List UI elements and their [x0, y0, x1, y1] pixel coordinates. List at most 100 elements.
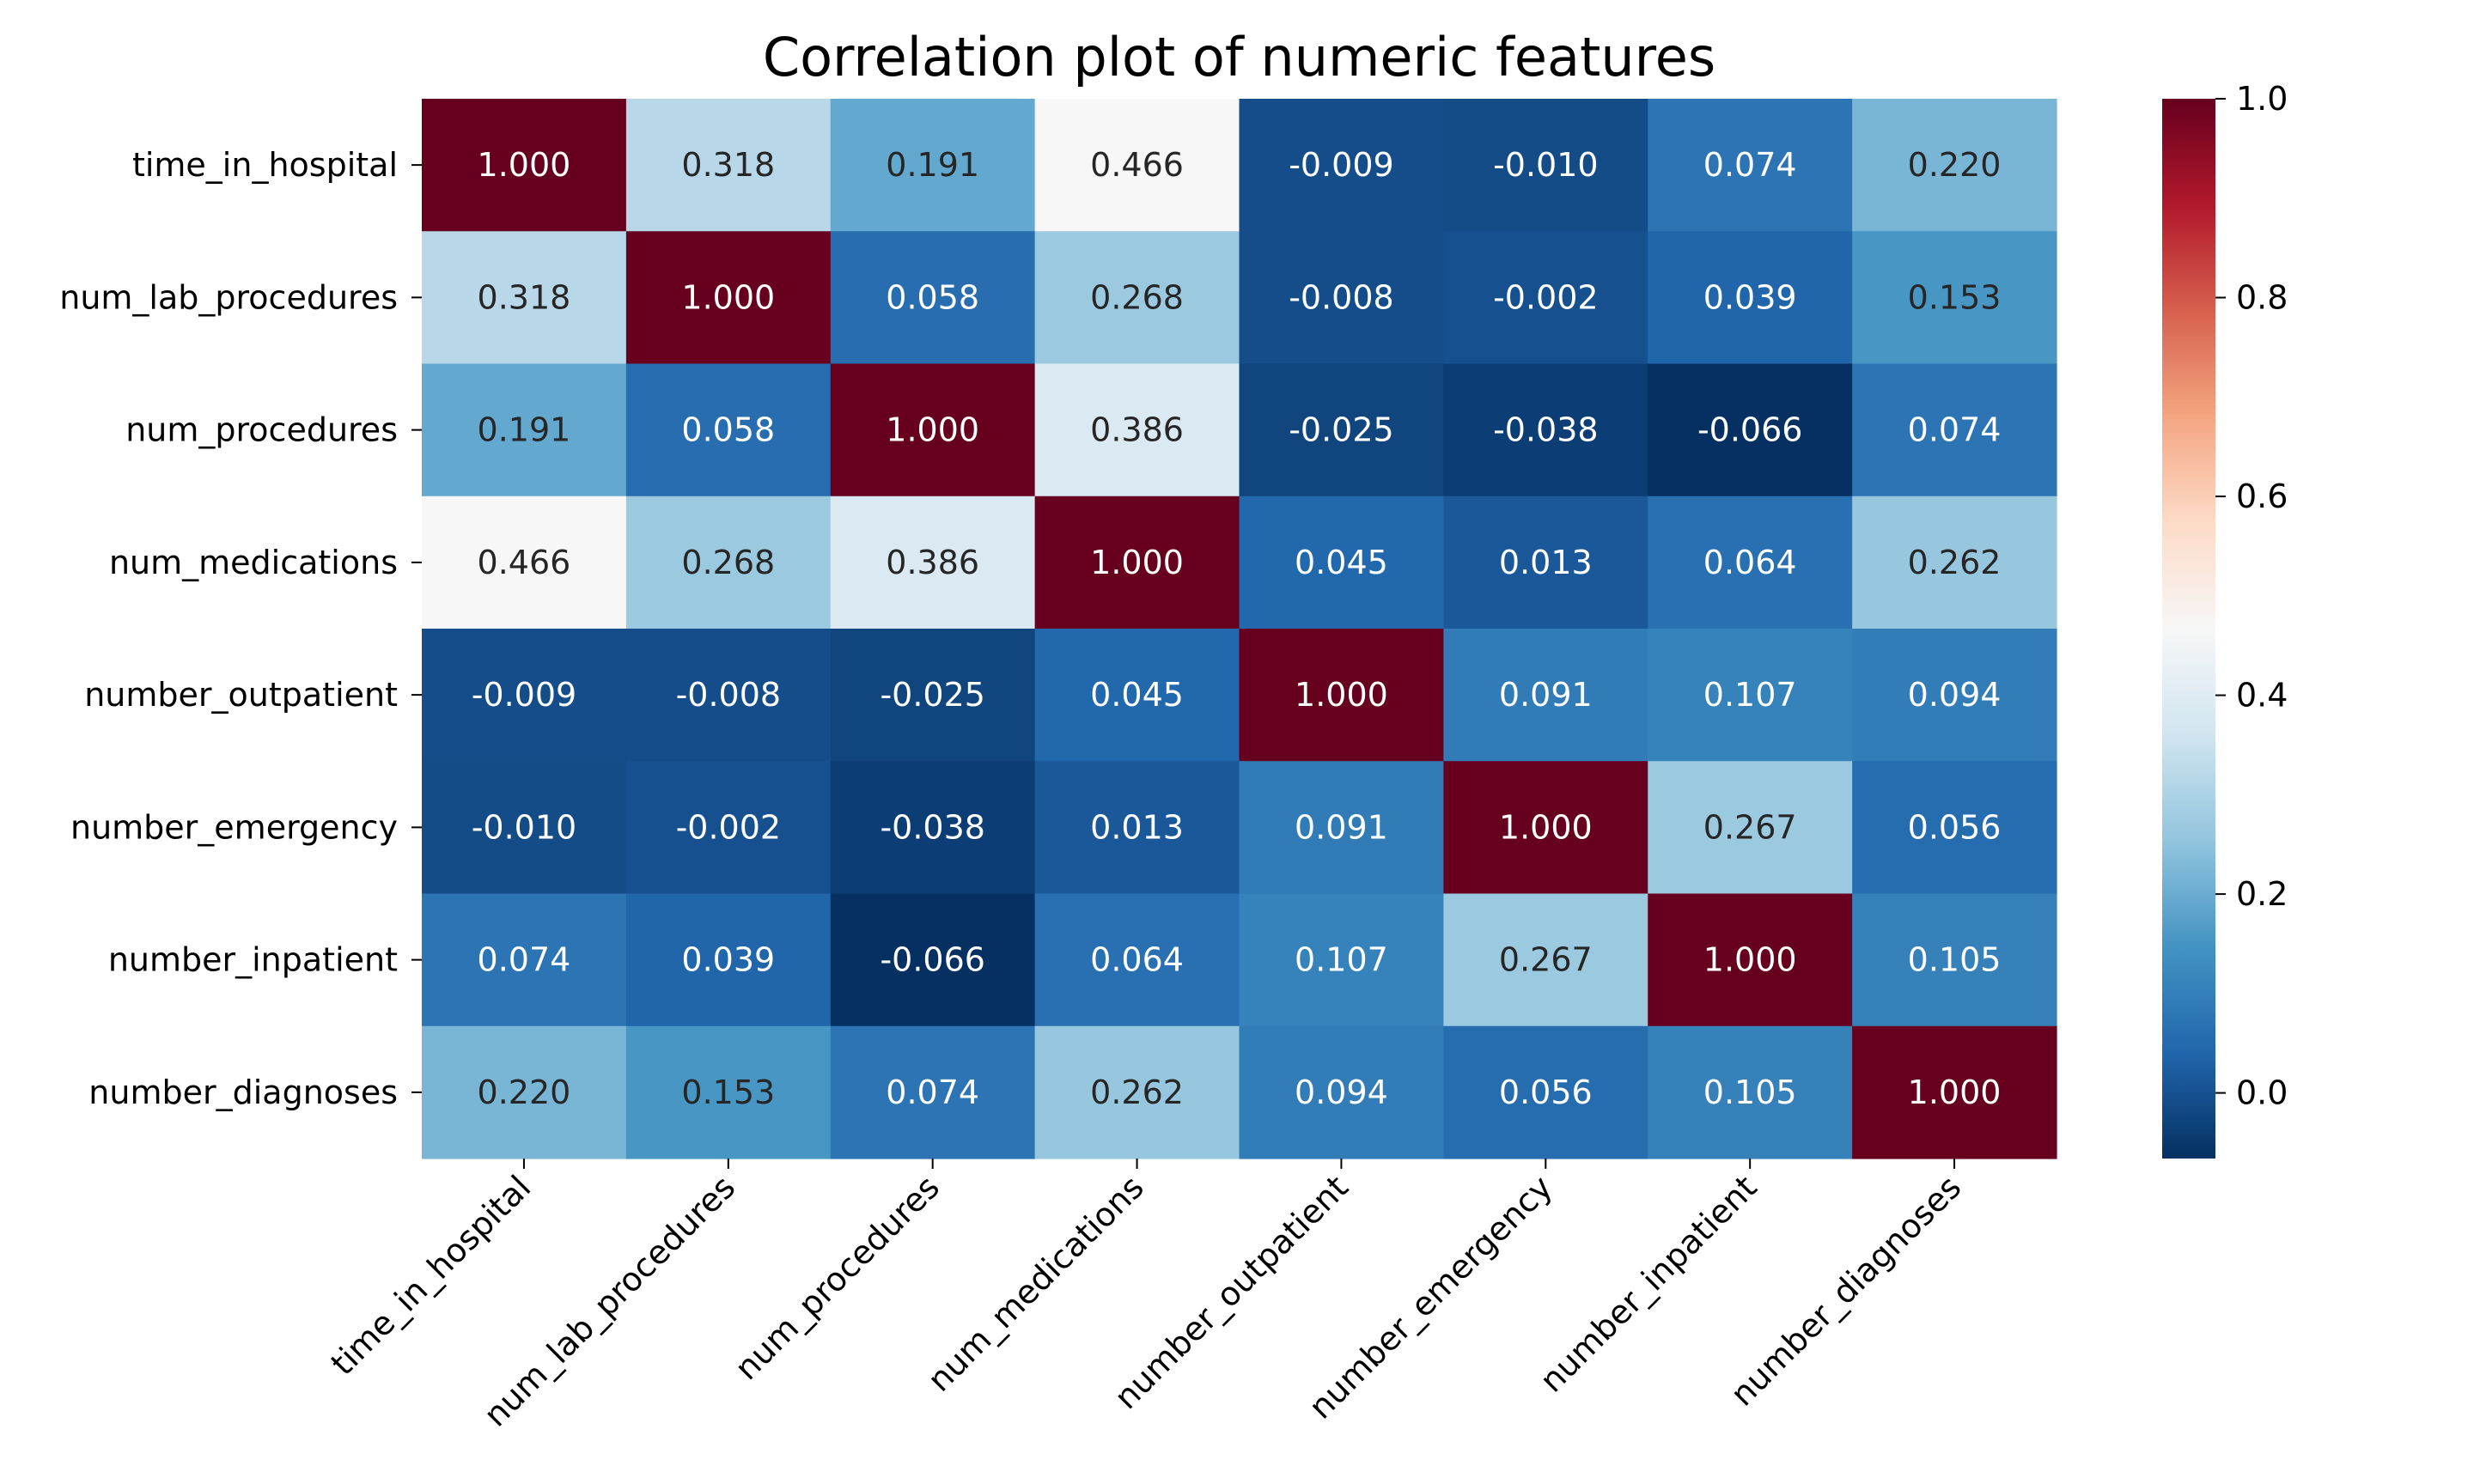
x-tick-label: time_in_hospital — [324, 1168, 539, 1383]
cell-value-label: -0.008 — [676, 676, 782, 714]
y-tick-label: num_lab_procedures — [59, 278, 398, 316]
x-tick-label: number_inpatient — [1533, 1168, 1764, 1400]
heatmap-cell — [625, 231, 832, 365]
cell-value-label: 0.191 — [478, 411, 571, 449]
heatmap-cell — [830, 893, 1036, 1027]
heatmap-cell — [1648, 629, 1853, 762]
cell-value-label: 0.153 — [681, 1073, 775, 1111]
cell-value-label: 0.262 — [1090, 1073, 1184, 1111]
colorbar-tick-label: 0.2 — [2236, 875, 2288, 913]
heatmap-cell — [1239, 761, 1444, 895]
heatmap-cell — [625, 496, 832, 629]
cell-value-label: -0.002 — [1493, 278, 1599, 316]
cell-value-label: 0.466 — [478, 544, 571, 581]
y-axis-tick-labels: time_in_hospital num_lab_procedures num_pr… — [59, 146, 422, 1111]
cell-value-label: 0.056 — [1499, 1073, 1593, 1111]
heatmap-cell — [830, 363, 1036, 497]
colorbar-tick-label: 0.8 — [2236, 279, 2288, 317]
cell-value-label: 0.056 — [1908, 808, 2002, 846]
cell-value-label: 0.039 — [1703, 278, 1797, 316]
heatmap-cell — [1648, 496, 1853, 629]
cell-value-label: 0.262 — [1908, 544, 2002, 581]
heatmap-cell — [1034, 761, 1240, 895]
heatmap-cell — [1648, 893, 1853, 1027]
heatmap-cell — [1648, 1025, 1853, 1159]
heatmap-cell — [422, 363, 627, 497]
heatmap-cell — [1648, 231, 1853, 365]
heatmap-cell — [1034, 496, 1240, 629]
heatmap-cell — [422, 893, 627, 1027]
heatmap-cell — [1239, 1025, 1444, 1159]
heatmap-cell — [1852, 761, 2057, 895]
x-tick-label: num_medications — [920, 1168, 1151, 1399]
heatmap-cell — [422, 99, 627, 232]
heatmap-cell — [625, 99, 832, 232]
cell-value-label: -0.010 — [472, 808, 577, 846]
cell-value-label: 1.000 — [886, 411, 979, 449]
cell-value-label: -0.066 — [1697, 411, 1803, 449]
heatmap-cell — [1239, 629, 1444, 762]
cell-value-label: 0.074 — [478, 941, 571, 979]
y-tick-label: num_medications — [109, 544, 398, 581]
cell-value-label: -0.009 — [472, 676, 577, 714]
heatmap-cell — [830, 99, 1036, 232]
heatmap-cell — [1034, 893, 1240, 1027]
heatmap-cell — [1443, 99, 1648, 232]
y-tick-label: number_diagnoses — [88, 1073, 398, 1111]
cell-value-label: -0.025 — [880, 676, 985, 714]
heatmap-cell — [830, 761, 1036, 895]
y-tick-label: num_procedures — [125, 411, 398, 449]
heatmap-cell — [1239, 363, 1444, 497]
cell-value-label: 0.074 — [1703, 146, 1797, 184]
heatmap-cell — [1239, 496, 1444, 629]
heatmap-cell — [1239, 893, 1444, 1027]
heatmap-cell — [625, 629, 832, 762]
cell-value-label: 0.045 — [1295, 544, 1388, 581]
cell-value-label: -0.038 — [1493, 411, 1599, 449]
cell-value-label: -0.002 — [676, 808, 782, 846]
cell-value-label: 0.220 — [1908, 146, 2002, 184]
heatmap-cell — [1443, 629, 1648, 762]
x-tick-label: number_diagnoses — [1723, 1168, 1968, 1413]
cell-value-label: 0.105 — [1908, 941, 2002, 979]
heatmap-cell — [1852, 893, 2057, 1027]
cell-value-label: 1.000 — [681, 278, 775, 316]
heatmap-cell — [422, 629, 627, 762]
cell-value-label: -0.025 — [1289, 411, 1394, 449]
chart-title: Correlation plot of numeric features — [763, 26, 1715, 88]
colorbar: 0.0 0.2 0.4 0.6 0.8 1.0 — [2162, 80, 2288, 1159]
cell-value-label: 0.268 — [681, 544, 775, 581]
heatmap-cell — [625, 363, 832, 497]
cell-value-label: 0.039 — [681, 941, 775, 979]
heatmap-cell — [1239, 99, 1444, 232]
heatmap-cell — [1034, 363, 1240, 497]
heatmap-cell — [1443, 893, 1648, 1027]
cell-value-label: 1.000 — [1295, 676, 1388, 714]
heatmap-cell — [1648, 363, 1853, 497]
cell-value-label: 0.318 — [478, 278, 571, 316]
heatmap-cell — [1852, 99, 2057, 232]
colorbar-gradient — [2162, 99, 2215, 1159]
cell-value-label: 1.000 — [1499, 808, 1593, 846]
heatmap-cell — [1239, 231, 1444, 365]
cell-value-label: 0.107 — [1703, 676, 1797, 714]
cell-value-label: 0.466 — [1090, 146, 1184, 184]
cell-value-label: 0.220 — [478, 1073, 571, 1111]
cell-value-label: 0.045 — [1090, 676, 1184, 714]
cell-value-label: 0.074 — [886, 1073, 979, 1111]
x-tick-label: num_procedures — [728, 1168, 947, 1387]
cell-value-label: 0.191 — [886, 146, 979, 184]
heatmap-cell — [1443, 231, 1648, 365]
x-tick-label: number_outpatient — [1107, 1168, 1356, 1416]
heatmap-cell — [1034, 629, 1240, 762]
heatmap-cell — [625, 761, 832, 895]
cell-value-label: 0.105 — [1703, 1073, 1797, 1111]
cell-value-label: 0.094 — [1908, 676, 2002, 714]
y-tick-label: number_outpatient — [84, 676, 398, 714]
heatmap-cell — [422, 231, 627, 365]
cell-value-label: 1.000 — [478, 146, 571, 184]
heatmap-cell — [1852, 363, 2057, 497]
cell-value-label: 0.058 — [681, 411, 775, 449]
cell-value-label: 0.091 — [1499, 676, 1593, 714]
